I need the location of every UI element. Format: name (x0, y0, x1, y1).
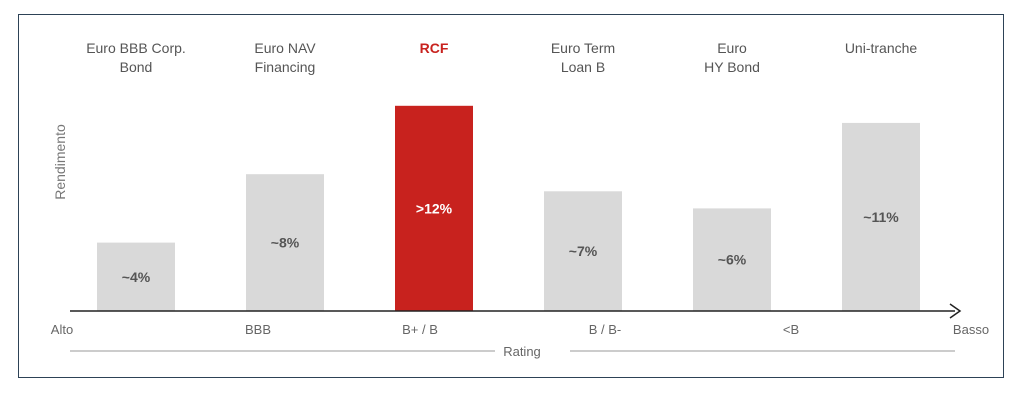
bar-3 (395, 105, 473, 311)
bar-2 (246, 174, 324, 311)
x-tick-label-2: BBB (245, 322, 271, 337)
category-label-6: Uni-tranche (845, 40, 918, 56)
chart-frame (18, 14, 1004, 378)
bar-1 (97, 242, 175, 311)
value-label-5: ~6% (718, 252, 747, 268)
category-label-3: RCF (420, 40, 449, 56)
value-label-6: ~11% (863, 209, 899, 225)
y-axis-label: Rendimento (52, 124, 68, 200)
category-label-2: Euro NAV Financing (254, 40, 316, 75)
x-tick-label-6: Basso (953, 322, 989, 337)
bar-4 (544, 191, 622, 311)
x-axis-title: Rating (503, 344, 541, 359)
category-label-4: Euro Term Loan B (551, 40, 615, 75)
x-tick-label-3: B+ / B (402, 322, 438, 337)
bar-5 (693, 208, 771, 311)
x-tick-label-1: Alto (51, 322, 73, 337)
category-label-1: Euro BBB Corp. Bond (86, 40, 186, 75)
x-axis-arrow-icon (949, 303, 962, 319)
x-tick-label-5: <B (783, 322, 799, 337)
value-label-4: ~7% (569, 243, 598, 259)
value-label-3: >12% (416, 200, 453, 216)
category-label-5: Euro HY Bond (704, 40, 760, 75)
x-tick-label-4: B / B- (589, 322, 622, 337)
value-label-2: ~8% (271, 235, 300, 251)
value-label-1: ~4% (122, 269, 151, 285)
bar-6 (842, 122, 920, 312)
